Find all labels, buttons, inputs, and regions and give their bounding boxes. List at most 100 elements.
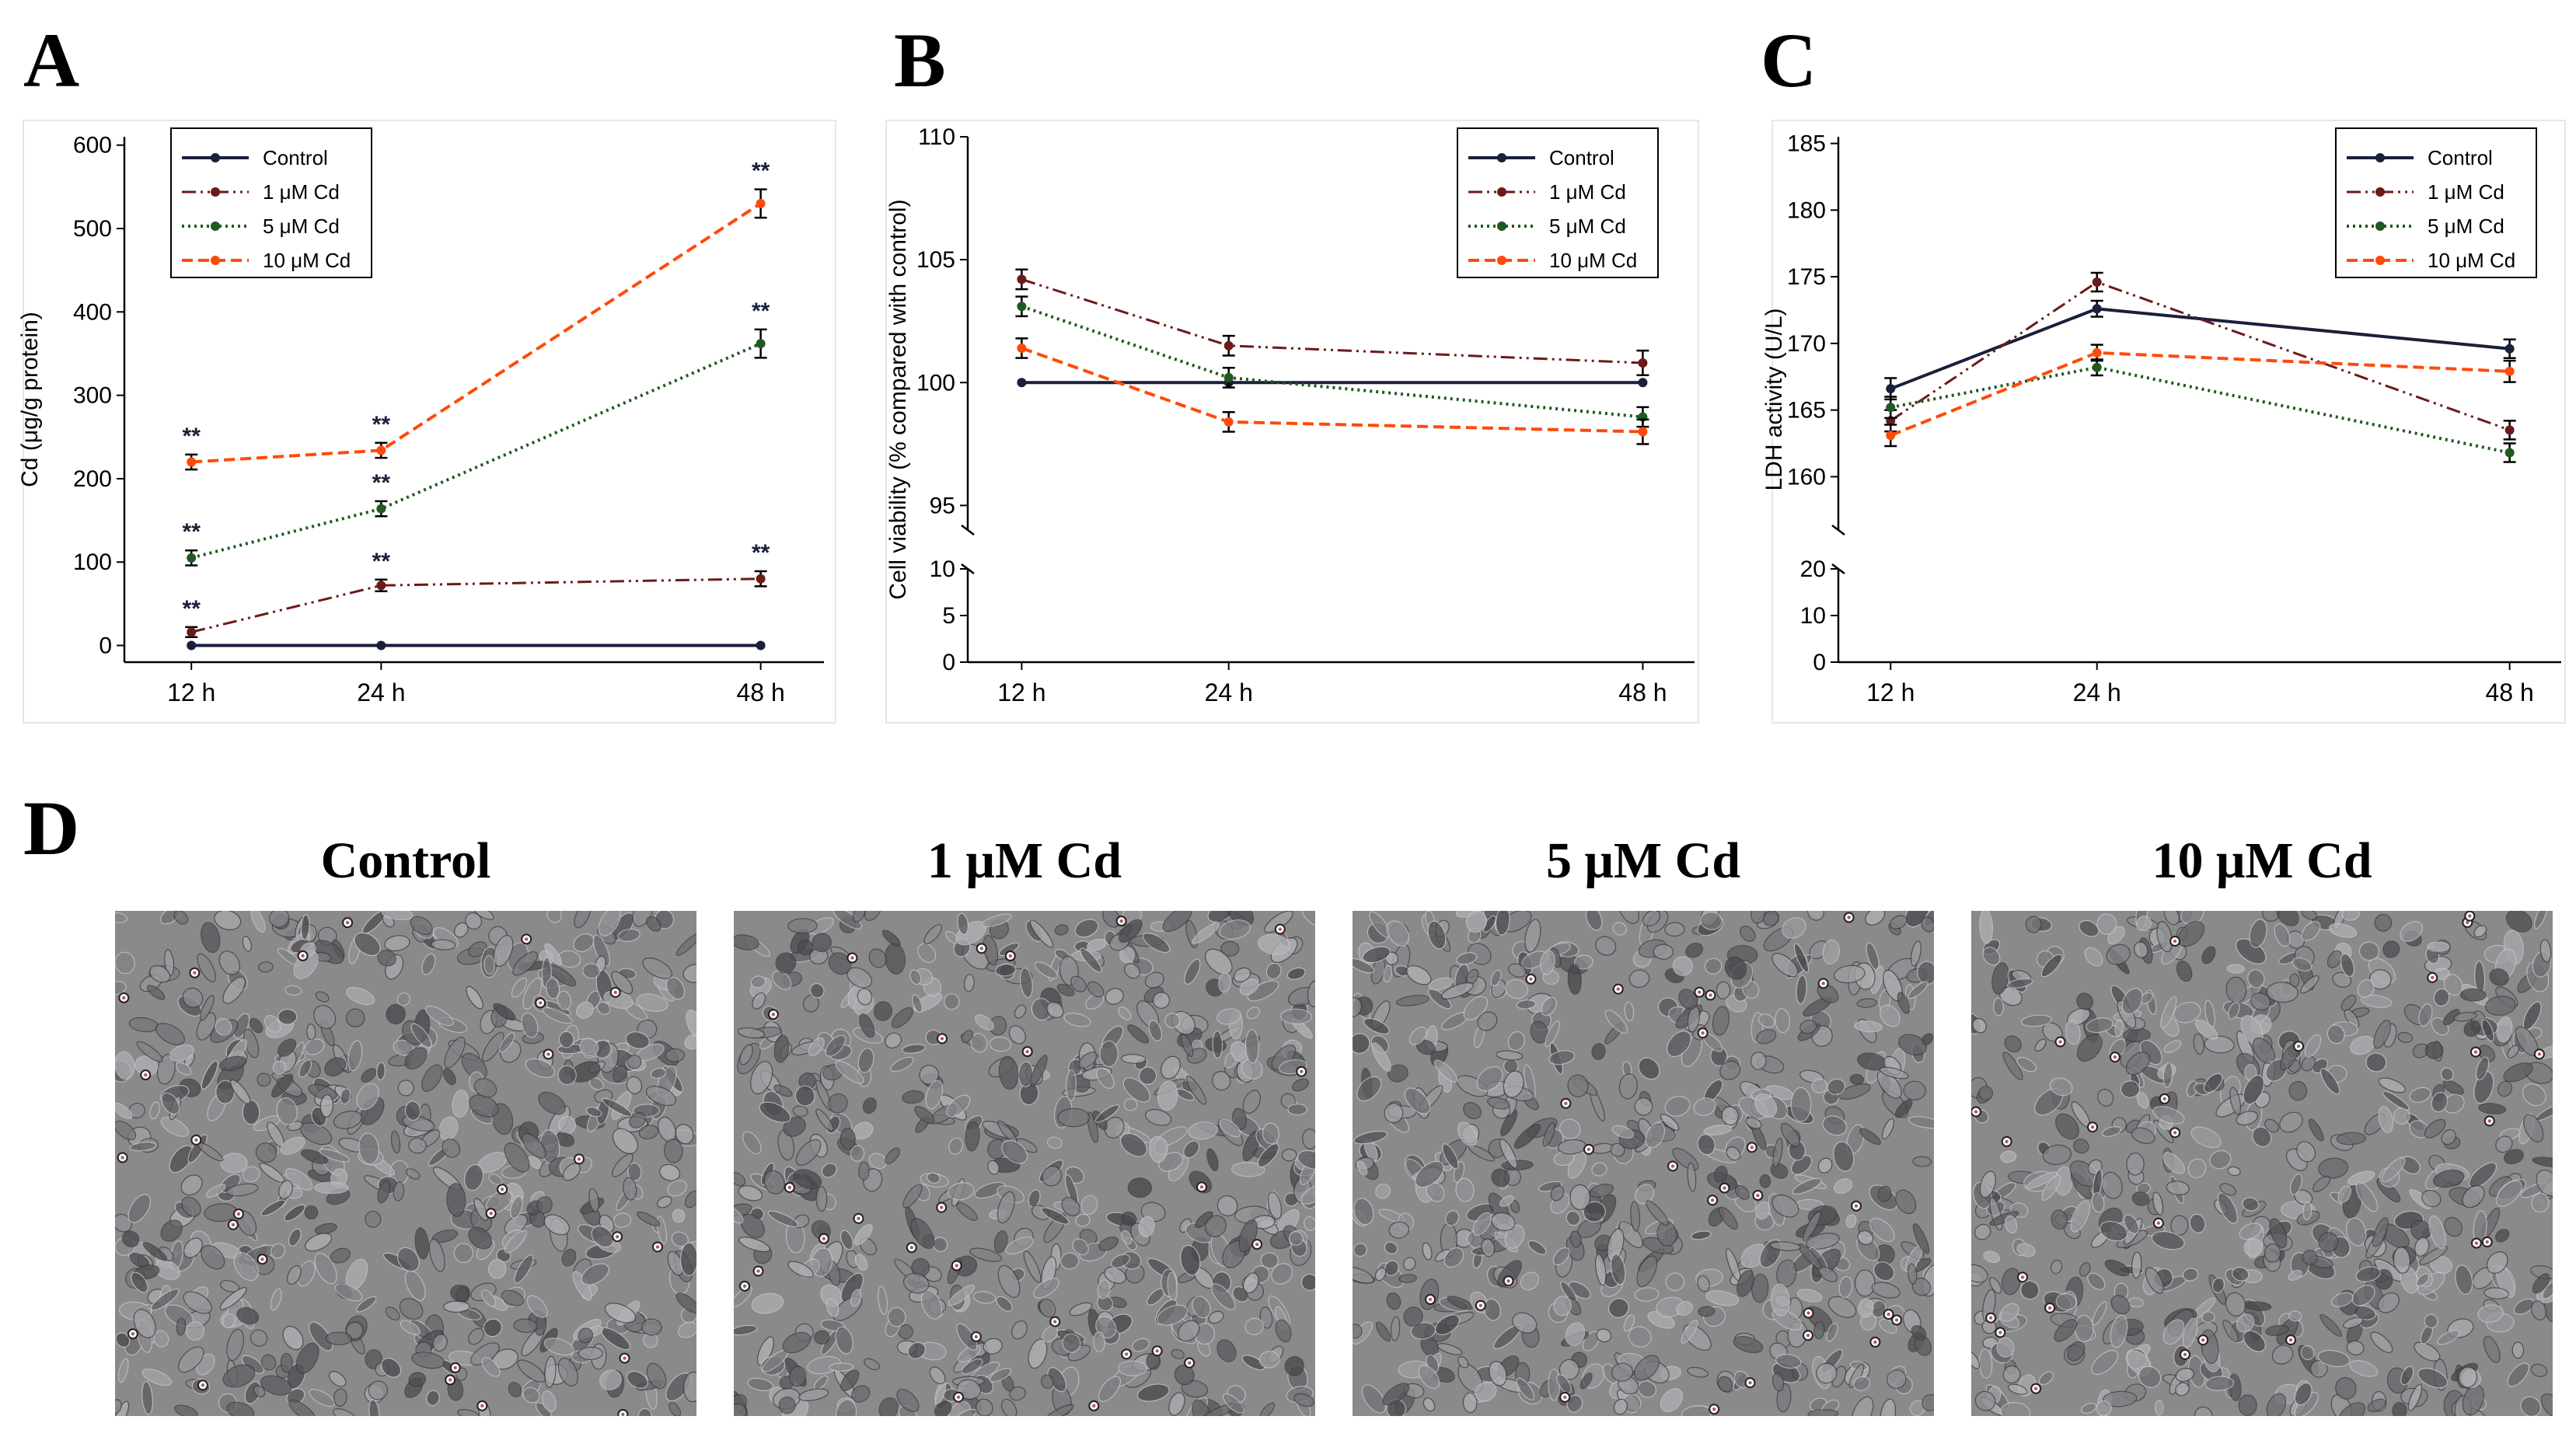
round-cell-core [743, 1284, 747, 1288]
round-cell-core [1701, 1031, 1705, 1035]
legend-marker [211, 256, 220, 265]
y-tick-label: 400 [73, 299, 112, 325]
data-point-control [756, 640, 766, 650]
legend-label-5-m-cd: 5 μM Cd [2428, 215, 2504, 238]
legend-label-control: Control [2428, 146, 2493, 169]
round-cell-core [1092, 1404, 1096, 1407]
round-cell-core [2005, 1139, 2009, 1143]
cell-layer [1353, 911, 1934, 1416]
y-tick-label: 0 [942, 650, 955, 675]
data-point-10-m-cd [1017, 343, 1027, 353]
x-tick-label: 24 h [357, 678, 405, 706]
round-cell-core [2162, 1097, 2166, 1100]
series-line-10-m-cd [1021, 347, 1643, 434]
round-cell-core [2473, 1050, 2477, 1054]
round-cell-core [2289, 1338, 2293, 1342]
round-cell-core [1712, 1407, 1716, 1411]
round-cell-core [2468, 914, 2472, 918]
data-point-1-m-cd [1638, 358, 1648, 368]
round-cell-core [655, 1245, 659, 1249]
x-tick-label: 12 h [997, 678, 1045, 706]
data-point-10-m-cd [2504, 366, 2515, 376]
legend-label-5-m-cd: 5 μM Cd [263, 215, 340, 238]
y-tick-label: 600 [73, 133, 112, 159]
cell-layer [115, 911, 696, 1416]
round-cell-core [2487, 1119, 2491, 1123]
micrograph-title-control: Control [320, 832, 491, 889]
round-cell-core [1125, 1352, 1129, 1356]
round-cell-core [201, 1383, 204, 1387]
micrograph-1um [734, 911, 1315, 1416]
round-cell-core [857, 1216, 860, 1220]
legend-label-10-m-cd: 10 μM Cd [1549, 249, 1637, 272]
panel-label-d: D [23, 785, 80, 871]
series-line-control [1890, 307, 2510, 391]
round-cell-core [2156, 1221, 2160, 1225]
significance-label: ** [372, 412, 391, 438]
legend-marker [1497, 187, 1506, 197]
series-line-5-m-cd [1890, 365, 2511, 455]
chart-frame [1771, 120, 2566, 724]
round-cell-core [1756, 1194, 1760, 1198]
round-cell-core [1506, 1279, 1510, 1283]
round-cell-core [1723, 1186, 1726, 1190]
micrograph-title-5um: 5 μM Cd [1545, 832, 1741, 889]
panel-label-a: A [23, 17, 80, 103]
y-tick-label: 500 [73, 216, 112, 242]
y-tick-label: 5 [942, 603, 955, 629]
round-cell-core [1199, 1185, 1203, 1189]
legend-marker [211, 187, 220, 197]
round-cell-core [2058, 1040, 2062, 1044]
round-cell-core [539, 1001, 543, 1005]
round-cell-core [578, 1157, 581, 1161]
round-cell-core [1895, 1318, 1899, 1322]
round-cell-core [144, 1073, 148, 1077]
data-point-control [1638, 378, 1648, 388]
round-cell-core [1564, 1101, 1568, 1105]
significance-label: ** [372, 549, 391, 574]
series-line-1-m-cd [1890, 281, 2511, 431]
round-cell-core [1671, 1164, 1675, 1168]
data-point-5-m-cd [1886, 403, 1896, 413]
y-tick-label: 100 [916, 370, 955, 396]
round-cell-core [1155, 1349, 1159, 1353]
round-cell-core [2091, 1125, 2095, 1129]
round-cell-core [613, 990, 617, 994]
round-cell-core [2431, 975, 2435, 979]
round-cell-core [1821, 982, 1825, 985]
round-cell-core [2537, 1052, 2541, 1056]
round-cell-core [1998, 1331, 2002, 1334]
round-cell-core [489, 1212, 493, 1216]
legend-label-1-m-cd: 1 μM Cd [1549, 180, 1626, 204]
round-cell-core [1887, 1313, 1890, 1317]
round-cell-core [1429, 1298, 1433, 1302]
x-tick-label: 12 h [167, 678, 215, 706]
y-tick-label: 185 [1787, 131, 1826, 157]
micrograph-10um [1971, 911, 2553, 1416]
round-cell-core [2485, 1240, 2489, 1244]
significance-label: ** [372, 470, 391, 496]
legend-box [170, 127, 372, 278]
legend-marker [2375, 256, 2385, 265]
data-point-10-m-cd [376, 445, 386, 455]
y-tick-label: 110 [918, 124, 955, 150]
data-point-1-m-cd [756, 574, 766, 584]
y-tick-label: 10 [930, 556, 955, 582]
y-tick-label: 175 [1787, 264, 1826, 290]
data-point-control [376, 640, 386, 650]
round-cell-core [822, 1236, 826, 1240]
round-cell-core [122, 996, 126, 999]
data-point-10-m-cd [2092, 347, 2102, 358]
round-cell-core [1847, 916, 1851, 919]
round-cell-core [979, 947, 983, 950]
data-point-5-m-cd [2092, 362, 2102, 372]
y-tick-label: 0 [1813, 650, 1826, 675]
round-cell-core [231, 1222, 235, 1226]
round-cell-core [2474, 1241, 2478, 1245]
round-cell-core [756, 1269, 760, 1273]
round-cell-core [957, 1395, 961, 1399]
round-cell-core [2183, 1352, 2187, 1356]
legend-marker [1497, 153, 1506, 162]
data-point-control [187, 640, 197, 650]
y-tick-label: 180 [1787, 197, 1826, 223]
